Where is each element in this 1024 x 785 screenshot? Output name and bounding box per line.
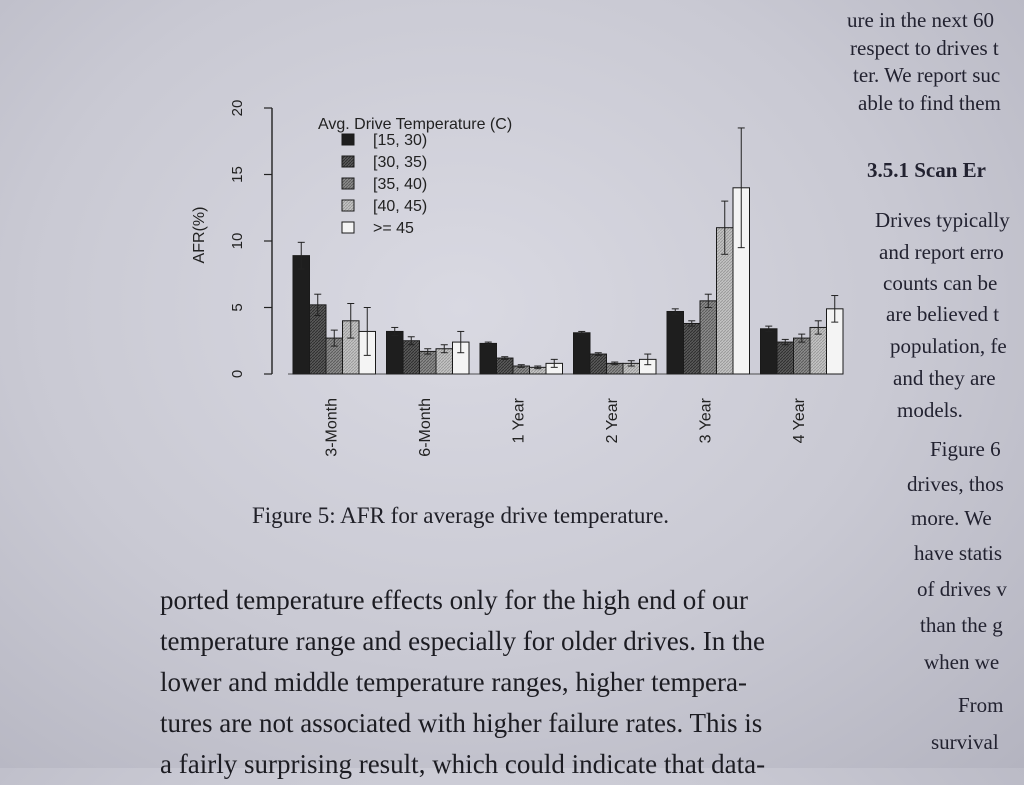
y-tick-label: 10 — [229, 233, 246, 250]
legend-label: >= 45 — [373, 220, 414, 237]
body-line: temperature range and especially for old… — [160, 626, 765, 656]
bar — [683, 322, 701, 375]
bar — [402, 340, 420, 375]
legend: Avg. Drive Temperature (C) [15, 30) [30, … — [318, 116, 512, 237]
right-column-line: drives, thos — [907, 472, 1004, 496]
bar — [419, 350, 437, 375]
right-column-line: and report erro — [879, 240, 1004, 264]
right-column-line: than the g — [920, 613, 1003, 637]
y-tick-label: 0 — [229, 370, 246, 378]
body-line: a fairly surprising result, which could … — [160, 749, 766, 779]
right-column-line: of drives v — [917, 577, 1007, 601]
bar — [479, 342, 497, 375]
legend-label: [30, 35) — [373, 154, 427, 171]
y-ticks: 0 5 10 15 20 — [229, 100, 272, 378]
body-line: lower and middle temperature ranges, hig… — [160, 667, 747, 697]
right-column-line: able to find them — [858, 91, 1001, 115]
x-tick-label: 6-Month — [417, 398, 434, 457]
legend-label: [35, 40) — [373, 176, 427, 193]
right-column-line: are believed t — [886, 302, 1000, 326]
right-column-line: models. — [897, 398, 963, 422]
legend-swatch — [341, 155, 355, 168]
right-column-line: survival — [931, 730, 999, 754]
y-axis-label: AFR(%) — [191, 207, 208, 264]
x-tick-label: 1 Year — [510, 397, 527, 443]
right-column-line: and they are — [893, 366, 996, 390]
right-column-line: counts can be — [883, 271, 998, 295]
right-column-line: have statis — [914, 541, 1003, 565]
bar — [776, 341, 794, 375]
bar — [292, 255, 310, 375]
x-tick-label: 2 Year — [604, 397, 621, 443]
legend-swatch — [341, 221, 355, 234]
x-tick-label: 4 Year — [791, 397, 808, 443]
right-column-line: ter. We report suc — [853, 63, 1001, 87]
x-tick-label: 3 Year — [697, 397, 714, 443]
x-tick-labels: 3-Month 6-Month 1 Year 2 Year 3 Year 4 Year — [323, 397, 808, 456]
bar — [699, 300, 717, 375]
y-tick-label: 20 — [229, 100, 246, 117]
legend-title: Avg. Drive Temperature (C) — [318, 116, 512, 133]
right-column-line: From — [958, 693, 1004, 717]
bar — [573, 332, 591, 375]
bar — [589, 353, 607, 375]
right-column-line: when we — [924, 650, 1000, 674]
x-tick-label: 3-Month — [323, 398, 340, 457]
legend-label: [40, 45) — [373, 198, 427, 215]
bar-groups — [288, 127, 844, 375]
figure-caption: Figure 5: AFR for average drive temperat… — [252, 503, 670, 528]
right-column-text: ure in the next 60 respect to drives t t… — [845, 0, 1024, 768]
legend-swatch — [341, 133, 355, 146]
bar — [666, 310, 684, 375]
bar — [793, 337, 811, 375]
right-column-line: more. We — [911, 506, 992, 530]
bar — [760, 328, 778, 375]
right-column-line: ure in the next 60 — [847, 8, 994, 32]
right-column-line: population, fe — [890, 334, 1007, 358]
bar — [496, 357, 514, 375]
legend-swatch — [341, 199, 355, 212]
body-line: tures are not associated with higher fai… — [160, 708, 763, 738]
right-column-line: Drives typically — [875, 208, 1010, 232]
right-column-line: respect to drives t — [850, 36, 999, 60]
bar — [386, 330, 404, 375]
section-heading: 3.5.1 Scan Er — [867, 158, 987, 182]
legend-swatch — [341, 177, 355, 190]
y-tick-label: 5 — [229, 303, 246, 311]
legend-label: [15, 30) — [373, 132, 427, 149]
body-line: ported temperature effects only for the … — [160, 585, 749, 615]
figure-5-chart: 0 5 10 15 20 AFR(%) 3-Month 6-Month 1 Year 2 Ye… — [191, 100, 844, 457]
body-paragraph: ported temperature effects only for the … — [160, 580, 880, 785]
y-tick-label: 15 — [229, 166, 246, 183]
right-column-line: Figure 6 — [930, 437, 1001, 461]
